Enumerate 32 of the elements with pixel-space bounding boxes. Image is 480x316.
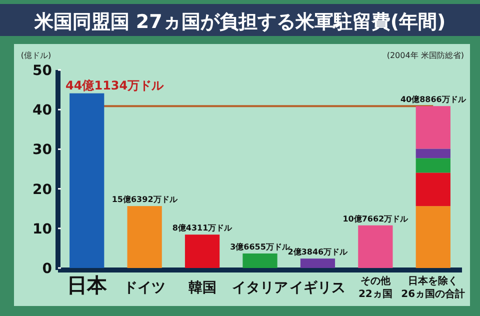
bar [184,234,220,268]
x-tick-label: 日本を除く 26ヵ国の合計 [401,275,466,300]
total-label: 40億8866万ドル [400,95,467,104]
total-label: 15億6392万ドル [112,195,178,204]
bar [416,158,450,173]
text: (2004年 米国防総省) [386,51,464,60]
y-tick-label: 10 [32,221,52,238]
bar [416,148,450,158]
total-label: 8億4311万ドル [172,224,234,233]
bar [300,258,336,268]
y-tick-label: 30 [32,142,52,158]
bar [416,172,450,206]
total-label: 10億7662万ドル [342,214,410,224]
chart-title: 米国同盟国 27ヵ国が負担する米軍駐留費(年間) [33,11,446,33]
bar [416,106,450,149]
bar [127,206,162,268]
x-tick-label: 韓国 [188,280,216,296]
x-tick-label: 日本 [66,273,108,297]
x-tick-label: イタリア [232,280,288,296]
bar [416,206,450,268]
y-tick-label: 20 [32,182,52,198]
bar [70,93,104,268]
y-tick-label: 50 [32,63,52,79]
y-tick-label: 40 [32,102,52,119]
y-tick-label: 0 [42,261,52,277]
bar [358,225,393,268]
x-tick-label: その他 22ヵ国 [358,275,392,300]
y-axis-title: (億ドル) [20,51,52,60]
bar [242,253,278,268]
x-tick-label: ドイツ [124,280,166,296]
x-tick-label: イギリス [290,280,346,296]
total-label: 44億1134万ドル [66,78,165,92]
